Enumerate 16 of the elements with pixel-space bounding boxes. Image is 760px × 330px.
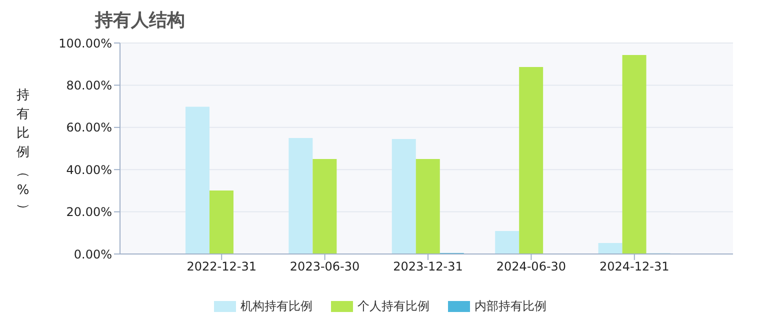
x-tick-label: 2024-12-31 (600, 260, 670, 274)
x-tick-label: 2022-12-31 (186, 260, 256, 274)
x-tick-label: 2023-06-30 (290, 260, 360, 274)
x-tick-label: 2024-06-30 (496, 260, 566, 274)
y-axis-title: 持有比例（%） (14, 87, 32, 218)
legend-label: 机构持有比例 (240, 298, 312, 315)
legend-label: 个人持有比例 (358, 298, 430, 315)
y-tick-label: 100.00% (58, 36, 112, 50)
y-tick-label: 0.00% (74, 247, 112, 262)
x-tick-label: 2023-12-31 (393, 260, 463, 274)
y-tick-label: 80.00% (66, 78, 112, 92)
legend-label: 内部持有比例 (474, 298, 546, 315)
chart-title: 持有人结构 (95, 9, 185, 32)
y-tick-label: 60.00% (66, 120, 112, 135)
y-tick-label: 40.00% (66, 162, 112, 177)
y-tick-label: 20.00% (66, 205, 112, 220)
